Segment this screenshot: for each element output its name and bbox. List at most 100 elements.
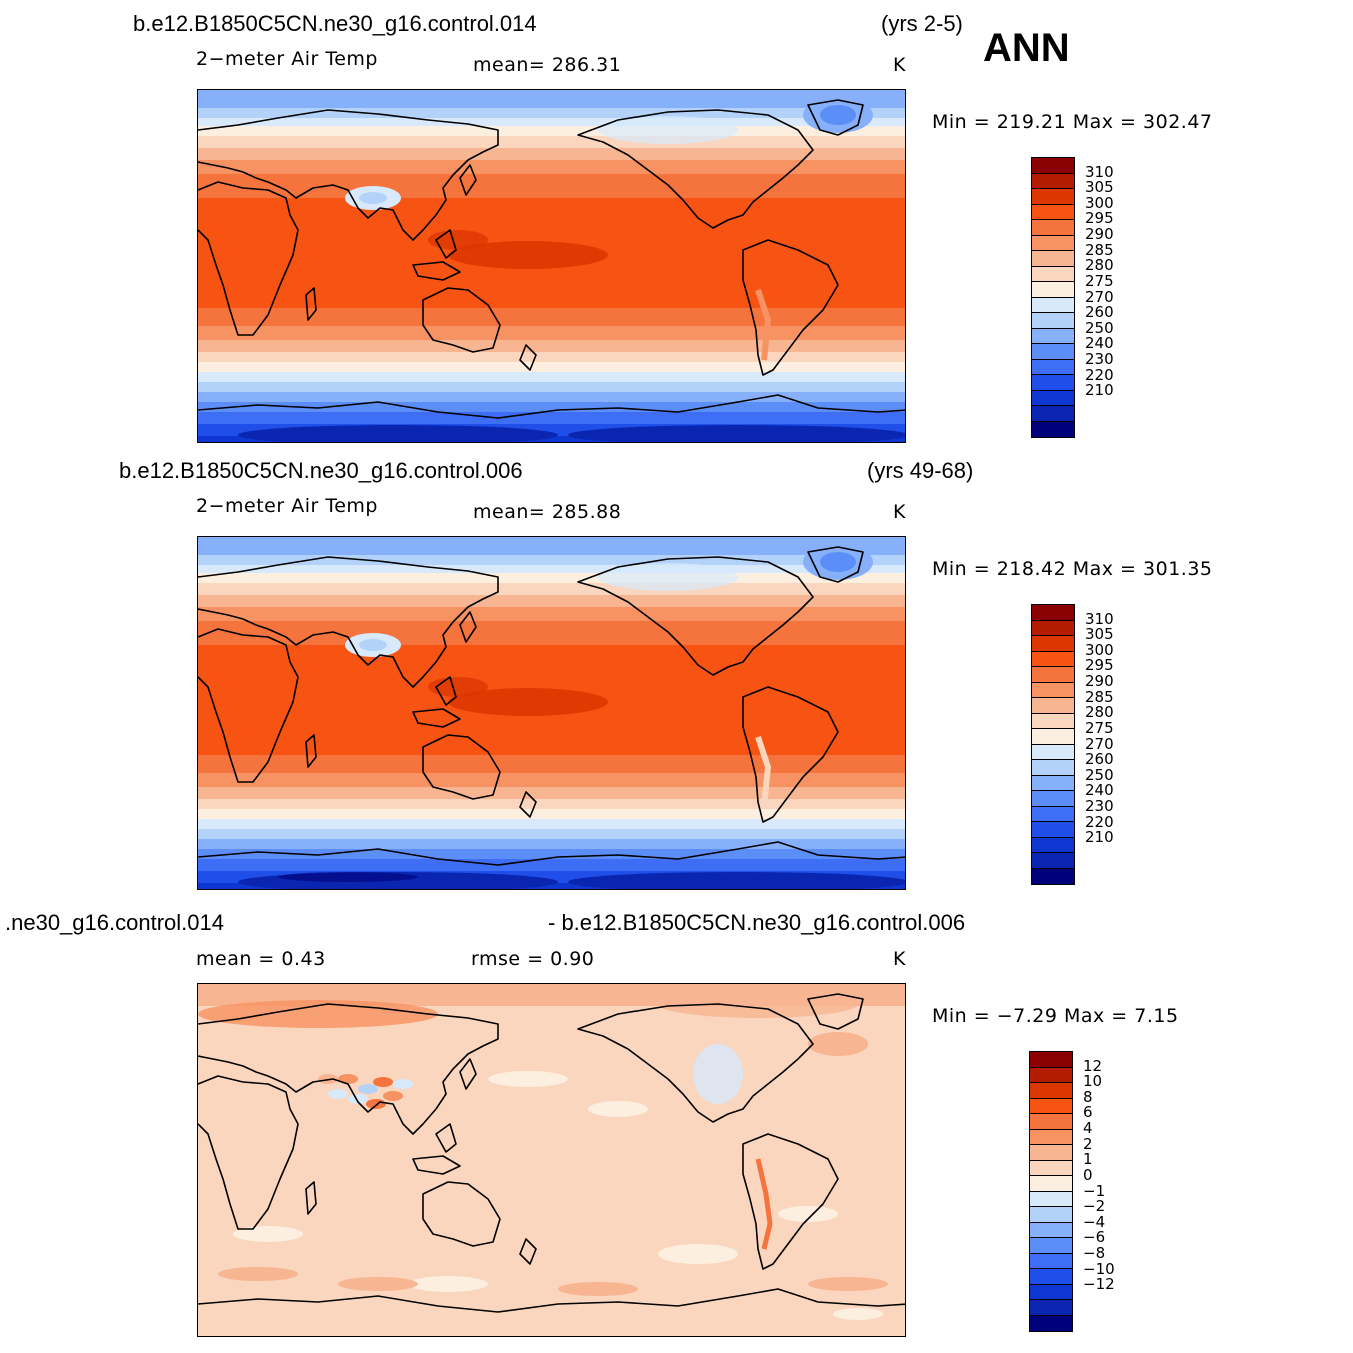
colorbar-tick-label: 0 — [1083, 1165, 1093, 1184]
colorbar-swatch — [1030, 1222, 1072, 1238]
colorbar-swatch — [1030, 1176, 1072, 1192]
colorbar-tick-label: 250 — [1085, 765, 1114, 784]
colorbar-swatch — [1030, 1052, 1072, 1068]
colorbar-swatch — [1032, 760, 1074, 776]
colorbar-tick-label: 4 — [1083, 1119, 1093, 1138]
colorbar-tick-label: 260 — [1085, 750, 1114, 769]
panel1-map — [197, 89, 906, 443]
panel1-contour-map — [198, 90, 905, 442]
colorbar-swatch — [1032, 605, 1074, 621]
colorbar-swatch — [1030, 1238, 1072, 1254]
panel2-colorbar — [1031, 604, 1075, 885]
colorbar-swatch — [1032, 282, 1074, 298]
colorbar-swatch — [1030, 1129, 1072, 1145]
colorbar-swatch — [1032, 682, 1074, 698]
colorbar-swatch — [1032, 421, 1074, 437]
colorbar-tick-label: 310 — [1085, 609, 1114, 628]
colorbar-tick-label: 230 — [1085, 796, 1114, 815]
panel1-mean: mean= 286.31 — [473, 54, 622, 76]
colorbar-tick-label: 280 — [1085, 256, 1114, 275]
colorbar-swatch — [1030, 1114, 1072, 1130]
colorbar-tick-label: 305 — [1085, 625, 1114, 644]
colorbar-swatch — [1032, 837, 1074, 853]
colorbar-swatch — [1030, 1083, 1072, 1099]
colorbar-tick-label: 260 — [1085, 303, 1114, 322]
colorbar-swatch — [1030, 1098, 1072, 1114]
colorbar-tick-label: 275 — [1085, 271, 1114, 290]
colorbar-tick-label: 240 — [1085, 334, 1114, 353]
colorbar-swatch — [1032, 375, 1074, 391]
panel2-years: (yrs 49-68) — [867, 458, 974, 483]
colorbar-swatch — [1030, 1284, 1072, 1300]
colorbar-tick-label: 210 — [1085, 381, 1114, 400]
colorbar-swatch — [1032, 313, 1074, 329]
colorbar-tick-label: 270 — [1085, 287, 1114, 306]
panel3-mean: mean = 0.43 — [196, 948, 326, 970]
colorbar-swatch — [1032, 359, 1074, 375]
colorbar-swatch — [1032, 822, 1074, 838]
colorbar-swatch — [1032, 868, 1074, 884]
colorbar-tick-label: −8 — [1083, 1243, 1106, 1262]
colorbar-swatch — [1032, 636, 1074, 652]
colorbar-tick-label: 8 — [1083, 1087, 1093, 1106]
panel3-rmse: rmse = 0.90 — [471, 948, 595, 970]
colorbar-swatch — [1032, 791, 1074, 807]
colorbar-swatch — [1030, 1191, 1072, 1207]
panel3-units: K — [893, 948, 906, 970]
colorbar-swatch — [1032, 251, 1074, 267]
colorbar-tick-label: 220 — [1085, 365, 1114, 384]
colorbar-swatch — [1032, 328, 1074, 344]
colorbar-tick-label: 230 — [1085, 349, 1114, 368]
colorbar-swatch — [1032, 620, 1074, 636]
panel1-variable: 2−meter Air Temp — [196, 48, 378, 70]
colorbar-swatch — [1030, 1315, 1072, 1331]
panel3-colorbar — [1029, 1051, 1073, 1332]
colorbar-swatch — [1030, 1207, 1072, 1223]
colorbar-tick-label: −12 — [1083, 1275, 1115, 1294]
colorbar-tick-label: 295 — [1085, 209, 1114, 228]
colorbar-swatch — [1032, 406, 1074, 422]
panel2-minmax: Min = 218.42 Max = 301.35 — [932, 558, 1213, 580]
colorbar-tick-label: 300 — [1085, 193, 1114, 212]
colorbar-swatch — [1032, 158, 1074, 174]
colorbar-swatch — [1032, 297, 1074, 313]
panel2-variable: 2−meter Air Temp — [196, 495, 378, 517]
colorbar-swatch — [1032, 220, 1074, 236]
colorbar-tick-label: 300 — [1085, 640, 1114, 659]
colorbar-tick-label: 12 — [1083, 1056, 1103, 1075]
colorbar-swatch — [1032, 651, 1074, 667]
colorbar-tick-label: 220 — [1085, 812, 1114, 831]
panel2-case-title: b.e12.B1850C5CN.ne30_g16.control.006 — [119, 458, 523, 483]
colorbar-swatch — [1030, 1067, 1072, 1083]
colorbar-tick-label: 250 — [1085, 318, 1114, 337]
colorbar-swatch — [1032, 266, 1074, 282]
panel2-map — [197, 536, 906, 890]
colorbar-tick-label: −10 — [1083, 1259, 1115, 1278]
panel1-years: (yrs 2-5) — [881, 11, 963, 36]
colorbar-swatch — [1032, 173, 1074, 189]
colorbar-swatch — [1030, 1145, 1072, 1161]
panel3-case-title-left: .ne30_g16.control.014 — [5, 910, 224, 935]
colorbar-tick-label: 305 — [1085, 178, 1114, 197]
panel3-map — [197, 983, 906, 1337]
season-label: ANN — [983, 26, 1070, 70]
panel3-case-title-right: - b.e12.B1850C5CN.ne30_g16.control.006 — [548, 910, 966, 935]
colorbar-swatch — [1032, 806, 1074, 822]
colorbar-tick-label: 290 — [1085, 225, 1114, 244]
colorbar-tick-label: 270 — [1085, 734, 1114, 753]
colorbar-tick-label: 2 — [1083, 1134, 1093, 1153]
colorbar-swatch — [1032, 775, 1074, 791]
colorbar-tick-label: 290 — [1085, 672, 1114, 691]
panel1-minmax: Min = 219.21 Max = 302.47 — [932, 111, 1213, 133]
colorbar-swatch — [1032, 235, 1074, 251]
panel3-contour-map — [198, 984, 905, 1336]
colorbar-tick-label: 310 — [1085, 162, 1114, 181]
panel2-mean: mean= 285.88 — [473, 501, 622, 523]
panel1-colorbar — [1031, 157, 1075, 438]
colorbar-tick-label: −4 — [1083, 1212, 1106, 1231]
colorbar-tick-label: 210 — [1085, 828, 1114, 847]
colorbar-swatch — [1032, 189, 1074, 205]
colorbar-tick-label: 285 — [1085, 687, 1114, 706]
colorbar-tick-label: 6 — [1083, 1103, 1093, 1122]
colorbar-tick-label: 285 — [1085, 240, 1114, 259]
